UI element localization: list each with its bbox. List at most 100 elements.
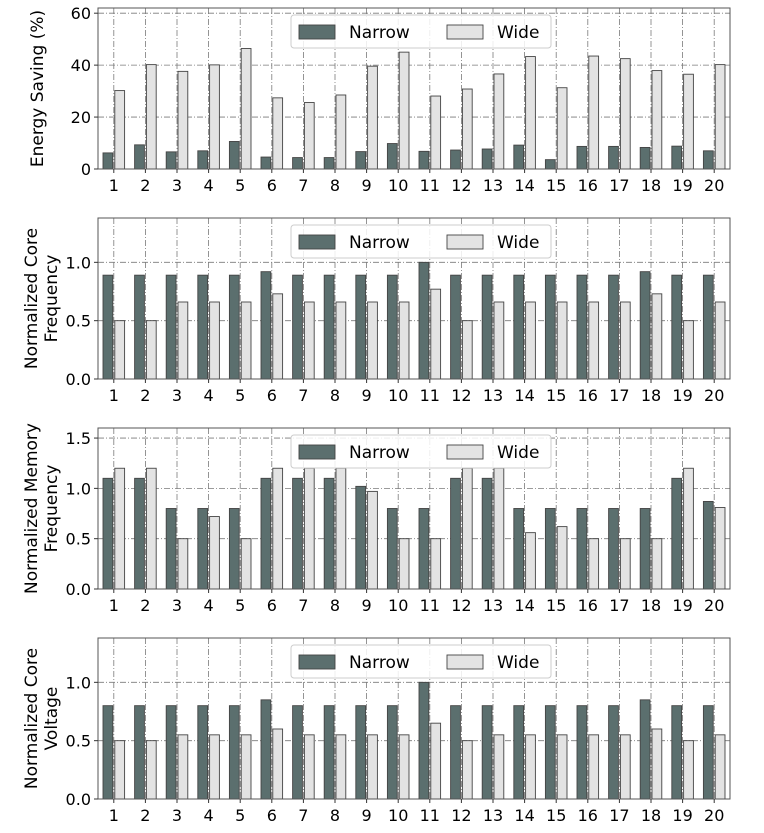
bar-narrow-7	[292, 274, 303, 380]
bar-narrow-20	[702, 705, 714, 800]
bar-narrow-16	[576, 705, 588, 800]
bar-wide-8	[335, 734, 347, 800]
bar-wide-2	[145, 64, 157, 170]
legend-label-narrow: Narrow	[349, 233, 410, 253]
x-tick-label: 12	[451, 176, 471, 195]
x-tick-label: 15	[546, 176, 566, 195]
bar-wide-9	[367, 301, 378, 380]
y-axis-label: Frequency	[42, 465, 62, 553]
bar-narrow-7	[292, 477, 303, 590]
x-tick-label: 6	[267, 176, 277, 195]
bar-narrow-10	[386, 143, 398, 170]
x-tick-label: 5	[235, 596, 245, 615]
x-tick-label: 17	[609, 596, 629, 615]
x-tick-label: 9	[362, 806, 372, 825]
legend-label-narrow: Narrow	[349, 23, 410, 43]
y-tick-label: 1.5	[66, 429, 91, 448]
y-tick-label: 1.0	[66, 253, 91, 272]
y-tick-label: 40	[71, 56, 91, 75]
legend-swatch-narrow	[298, 234, 336, 250]
bar-wide-5	[240, 48, 252, 170]
bar-narrow-8	[323, 477, 335, 590]
x-tick-label: 14	[514, 596, 534, 615]
bar-narrow-17	[608, 274, 619, 380]
bar-narrow-4	[197, 705, 209, 800]
x-tick-label: 8	[330, 386, 340, 405]
bar-wide-8	[335, 301, 347, 380]
y-axis-label: Normalized Core	[22, 228, 42, 369]
legend-swatch-wide	[446, 444, 484, 460]
legend-swatch-wide	[446, 234, 484, 250]
bar-wide-14	[525, 56, 536, 170]
bar-narrow-3	[165, 151, 177, 170]
bar-wide-6	[272, 728, 284, 800]
legend: Narrow Wide	[290, 434, 552, 469]
x-tick-label: 9	[362, 176, 372, 195]
bar-wide-5	[240, 301, 252, 380]
chart-panel-4: 0.00.51.01 2 3 4 5 6 7 8 9 10 11 12 13 14 15 16 17 18 19 20…	[22, 637, 731, 825]
legend-label-narrow: Narrow	[349, 653, 410, 673]
bar-wide-18	[651, 70, 663, 170]
bar-wide-19	[683, 740, 694, 800]
bar-wide-12	[461, 467, 473, 590]
bar-wide-19	[683, 320, 694, 380]
bar-wide-16	[588, 301, 600, 380]
bar-narrow-1	[102, 705, 114, 800]
bar-narrow-15	[544, 274, 556, 380]
bar-narrow-20	[702, 274, 714, 380]
legend-swatch-wide	[446, 654, 484, 670]
bar-wide-20	[714, 507, 726, 590]
y-tick-label: 60	[71, 4, 91, 23]
bar-narrow-8	[323, 705, 335, 800]
x-tick-label: 10	[388, 806, 408, 825]
bar-wide-10	[398, 538, 410, 590]
x-tick-label: 1	[109, 386, 119, 405]
x-tick-label: 1	[109, 806, 119, 825]
x-tick-label: 4	[204, 386, 214, 405]
bar-narrow-20	[702, 150, 714, 170]
bar-narrow-14	[513, 705, 525, 800]
bar-narrow-8	[323, 274, 335, 380]
legend: Narrow Wide	[290, 224, 552, 259]
bar-wide-7	[303, 102, 315, 170]
x-tick-label: 13	[483, 386, 503, 405]
bar-narrow-7	[292, 705, 303, 800]
bar-wide-7	[303, 467, 315, 590]
x-tick-label: 15	[546, 806, 566, 825]
bar-wide-11	[430, 288, 442, 380]
bar-wide-4	[209, 301, 220, 380]
bar-narrow-1	[102, 477, 114, 590]
bar-narrow-4	[197, 274, 209, 380]
bar-narrow-18	[639, 508, 651, 590]
bar-narrow-6	[260, 271, 272, 380]
x-tick-label: 8	[330, 176, 340, 195]
bar-narrow-14	[513, 144, 525, 170]
bar-wide-4	[209, 64, 220, 170]
x-tick-label: 18	[641, 176, 661, 195]
bar-wide-18	[651, 293, 663, 380]
bar-narrow-16	[576, 274, 588, 380]
bar-wide-10	[398, 51, 410, 170]
x-tick-label: 19	[672, 176, 692, 195]
plot-frame	[97, 217, 731, 380]
bar-wide-2	[145, 467, 157, 590]
bar-narrow-9	[355, 151, 367, 170]
bar-narrow-1	[102, 274, 114, 380]
x-tick-label: 19	[672, 806, 692, 825]
x-tick-label: 5	[235, 386, 245, 405]
bar-wide-15	[556, 734, 568, 800]
bar-wide-9	[367, 490, 378, 590]
x-tick-label: 11	[420, 176, 440, 195]
x-tick-label: 2	[140, 806, 150, 825]
bar-wide-18	[651, 728, 663, 800]
bar-narrow-11	[418, 150, 430, 170]
x-tick-label: 3	[172, 596, 182, 615]
bar-wide-17	[619, 301, 631, 380]
bar-wide-12	[461, 88, 473, 170]
bar-wide-9	[367, 734, 378, 800]
bar-narrow-5	[228, 705, 240, 800]
bar-wide-19	[683, 467, 694, 590]
bar-narrow-13	[481, 705, 493, 800]
bar-narrow-2	[134, 477, 145, 590]
